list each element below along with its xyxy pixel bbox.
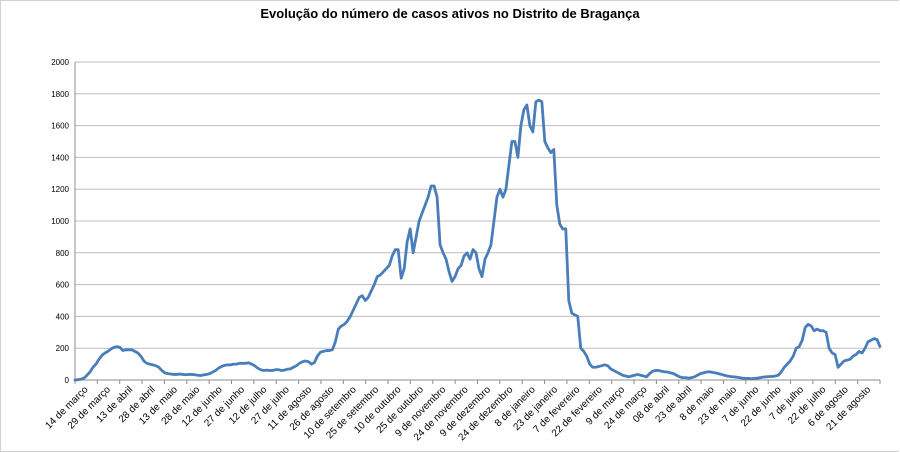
y-tick-label: 0: [65, 376, 70, 385]
y-tick-label: 400: [56, 312, 70, 321]
y-tick-label: 200: [56, 344, 70, 353]
y-tick-label: 800: [56, 249, 70, 258]
y-tick-label: 1400: [51, 153, 69, 162]
chart-title: Evolução do número de casos ativos no Di…: [260, 6, 640, 21]
y-tick-label: 1600: [51, 122, 69, 131]
y-tick-label: 1000: [51, 217, 69, 226]
y-tick-label: 600: [56, 281, 70, 290]
y-tick-label: 1200: [51, 185, 69, 194]
y-tick-label: 2000: [51, 58, 69, 67]
y-tick-label: 1800: [51, 90, 69, 99]
series-line: [73, 98, 882, 382]
